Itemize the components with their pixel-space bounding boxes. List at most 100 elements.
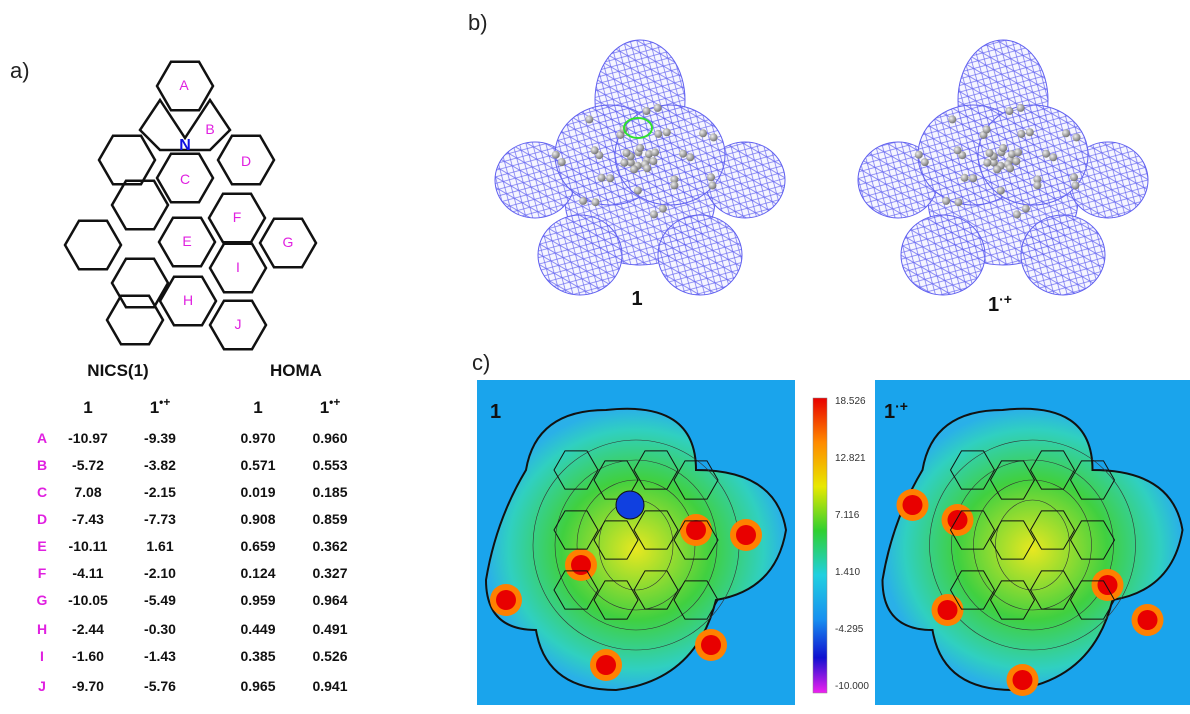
- atom: [1022, 205, 1030, 213]
- cell: -5.72: [72, 457, 104, 473]
- cell: -10.05: [68, 592, 108, 608]
- atom: [921, 158, 929, 166]
- atom: [649, 157, 657, 165]
- row-label: H: [37, 621, 47, 637]
- cell: 0.959: [240, 592, 275, 608]
- ring: [65, 221, 121, 269]
- mesh-label: 1·+: [988, 291, 1012, 316]
- atom: [643, 164, 651, 172]
- atom: [961, 174, 969, 182]
- cell: -2.44: [72, 621, 104, 637]
- ring-label: C: [180, 171, 190, 187]
- mesh-lobe: [901, 215, 985, 295]
- cell: 0.553: [312, 457, 347, 473]
- hot-spot: [903, 495, 923, 515]
- atom: [708, 181, 716, 189]
- cell: 0.124: [240, 565, 275, 581]
- cell: -9.39: [144, 430, 176, 446]
- map-label-base: 1: [884, 401, 895, 423]
- row-label: C: [37, 484, 47, 500]
- atom-label: N: [179, 137, 191, 154]
- cell: 0.385: [240, 648, 275, 664]
- hot-spot: [1098, 575, 1118, 595]
- atom: [650, 210, 658, 218]
- atom: [985, 149, 993, 157]
- cell: 0.965: [240, 678, 275, 694]
- cell: 0.526: [312, 648, 347, 664]
- cell: 0.859: [312, 511, 347, 527]
- cell: -10.11: [69, 538, 108, 554]
- ring: [107, 296, 163, 344]
- panel-label: c): [472, 350, 490, 375]
- cell: -4.11: [72, 565, 103, 581]
- cell: -1.43: [144, 648, 176, 664]
- atom: [636, 144, 644, 152]
- mesh-lobe: [658, 215, 742, 295]
- cell: 0.362: [312, 538, 347, 554]
- map-label-base: 1: [490, 401, 501, 423]
- group-header: NICS(1): [87, 361, 148, 380]
- atom: [606, 174, 614, 182]
- atom: [999, 144, 1007, 152]
- mesh-molecule: [858, 40, 1148, 295]
- atom: [679, 150, 687, 158]
- atom: [707, 173, 715, 181]
- hot-spot: [1013, 670, 1033, 690]
- column-header-base: 1: [320, 398, 329, 417]
- ring: [99, 136, 155, 184]
- colorbar: [813, 398, 827, 693]
- row-label: B: [37, 457, 47, 473]
- cell: 0.970: [240, 430, 275, 446]
- atom: [622, 149, 630, 157]
- cell: -2.15: [144, 484, 176, 500]
- cell: 1.61: [146, 538, 173, 554]
- row-label: A: [37, 430, 47, 446]
- column-header-base: 1: [150, 398, 159, 417]
- cell: -7.43: [72, 511, 104, 527]
- atom: [1013, 210, 1021, 218]
- cell: 0.941: [312, 678, 347, 694]
- atom: [659, 205, 667, 213]
- cell: 0.908: [240, 511, 275, 527]
- column-header-base: 1: [83, 398, 92, 417]
- atom: [591, 146, 599, 154]
- hot-spot: [596, 655, 616, 675]
- atom: [1017, 130, 1025, 138]
- column-header-sup: •+: [159, 395, 170, 409]
- ring-label: A: [179, 77, 189, 93]
- ring: [112, 181, 168, 229]
- atom: [983, 159, 991, 167]
- atom: [670, 181, 678, 189]
- ring-label: B: [205, 121, 214, 137]
- hot-spot: [948, 510, 968, 530]
- mesh-lobe: [1021, 215, 1105, 295]
- atom: [1005, 107, 1013, 115]
- cell: 0.449: [240, 621, 275, 637]
- atom: [654, 130, 662, 138]
- atom: [915, 151, 923, 159]
- atom: [552, 151, 560, 159]
- mesh-lobe: [538, 215, 622, 295]
- column-header: 1: [253, 398, 262, 417]
- group-header: HOMA: [270, 361, 322, 380]
- map-label: 1: [490, 401, 501, 423]
- atom: [954, 198, 962, 206]
- atom: [1070, 173, 1078, 181]
- cell: 0.491: [312, 621, 347, 637]
- row-label: D: [37, 511, 47, 527]
- cell: -7.73: [144, 511, 176, 527]
- colorbar-label: 12.821: [835, 453, 866, 464]
- cell: 0.327: [312, 565, 347, 581]
- atom: [585, 115, 593, 123]
- atom: [654, 104, 662, 112]
- atom: [598, 174, 606, 182]
- colorbar-label: -10.000: [835, 681, 869, 692]
- atom: [1071, 181, 1079, 189]
- column-header-sup: •+: [329, 395, 340, 409]
- atom: [663, 128, 671, 136]
- atom: [948, 115, 956, 123]
- mesh-label: 1: [631, 288, 642, 310]
- cell: 0.964: [312, 592, 347, 608]
- mesh-molecule: [495, 40, 785, 295]
- row-label: J: [38, 678, 46, 694]
